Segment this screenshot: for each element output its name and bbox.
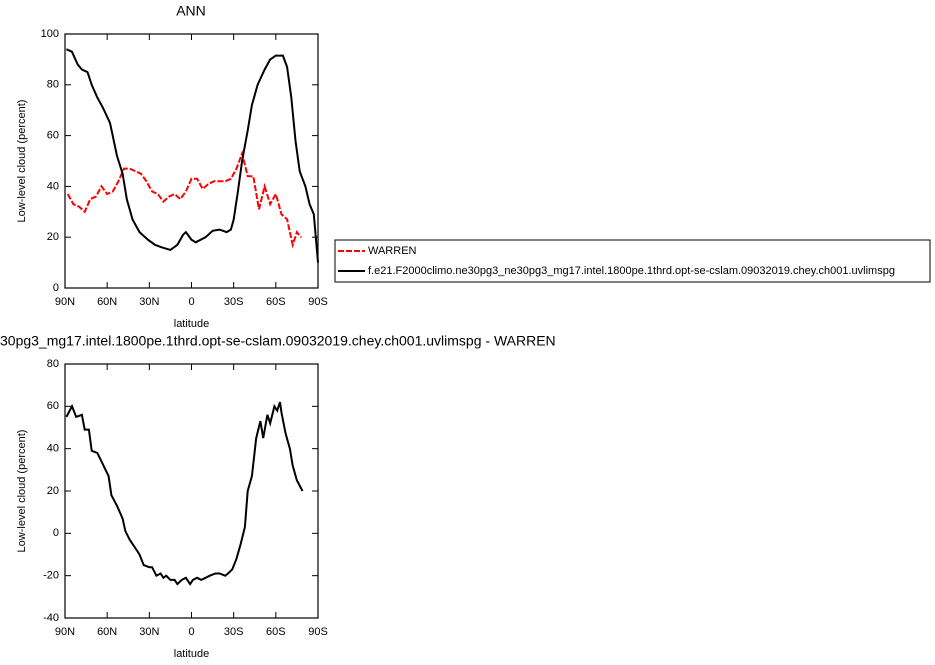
y-axis-label: Low-level cloud (percent) xyxy=(16,430,28,553)
y-tick-label: 100 xyxy=(41,28,59,40)
y-tick-label: 60 xyxy=(47,400,59,412)
x-tick-label: 30N xyxy=(139,296,159,308)
x-tick-label: 0 xyxy=(188,626,194,638)
y-axis-label: Low-level cloud (percent) xyxy=(16,100,28,223)
y-tick-label: 20 xyxy=(47,485,59,497)
x-tick-label: 30S xyxy=(224,626,244,638)
x-tick-label: 90S xyxy=(308,296,328,308)
y-tick-label: -20 xyxy=(43,570,59,582)
y-tick-label: 40 xyxy=(47,443,59,455)
plot-frame xyxy=(64,33,319,289)
x-tick-label: 30S xyxy=(224,296,244,308)
x-tick-label: 60N xyxy=(97,626,117,638)
x-tick-label: 0 xyxy=(188,296,194,308)
x-axis-label: latitude xyxy=(174,318,209,330)
legend-box xyxy=(334,239,931,283)
series-line xyxy=(65,401,304,586)
legend-label: WARREN xyxy=(368,245,417,257)
y-tick-label: 40 xyxy=(47,180,59,192)
y-tick-label: 0 xyxy=(53,527,59,539)
series-line xyxy=(66,149,302,249)
chart-title: 30pg3_mg17.intel.1800pe.1thrd.opt-se-csl… xyxy=(0,333,556,349)
y-tick-label: 0 xyxy=(53,282,59,294)
x-tick-label: 90S xyxy=(308,626,328,638)
legend-label: f.e21.F2000climo.ne30pg3_ne30pg3_mg17.in… xyxy=(368,265,895,277)
y-tick-label: 80 xyxy=(47,79,59,91)
y-tick-label: 60 xyxy=(47,130,59,142)
x-tick-label: 90N xyxy=(55,626,75,638)
x-axis-label: latitude xyxy=(174,648,209,660)
x-tick-label: 30N xyxy=(139,626,159,638)
x-tick-label: 90N xyxy=(55,296,75,308)
x-tick-label: 60S xyxy=(266,296,286,308)
x-tick-label: 60S xyxy=(266,626,286,638)
y-tick-label: -40 xyxy=(43,612,59,624)
x-tick-label: 60N xyxy=(97,296,117,308)
series-line xyxy=(65,48,319,263)
y-tick-label: 20 xyxy=(47,231,59,243)
chart-title: ANN xyxy=(176,3,206,19)
y-tick-label: 80 xyxy=(47,358,59,370)
